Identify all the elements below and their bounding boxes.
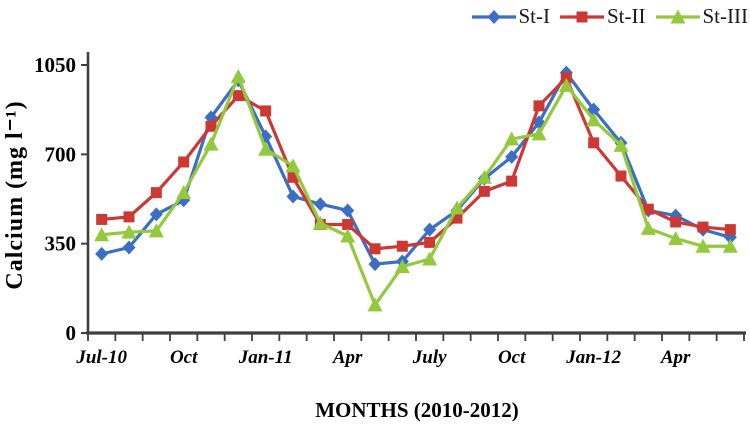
St-III-point bbox=[695, 238, 711, 253]
st-ii-square-marker-icon bbox=[559, 7, 605, 27]
x-tick-label: Oct bbox=[170, 347, 198, 368]
St-III-point bbox=[558, 77, 574, 92]
x-tick-label: Apr bbox=[660, 347, 691, 368]
St-I-point bbox=[149, 207, 163, 222]
St-II-point bbox=[232, 90, 244, 102]
St-I-point bbox=[587, 102, 601, 117]
St-III-point bbox=[258, 141, 274, 156]
x-tick-label: Jan-11 bbox=[238, 347, 293, 368]
St-II-point bbox=[478, 185, 490, 197]
x-tick-label: Apr bbox=[332, 347, 363, 368]
x-tick-label: Jan-12 bbox=[565, 347, 621, 368]
St-I-point bbox=[286, 189, 300, 204]
St-I-point bbox=[368, 257, 382, 272]
St-III-point bbox=[203, 136, 219, 151]
St-II-point bbox=[150, 187, 162, 199]
St-II-point bbox=[260, 105, 272, 117]
St-III-point bbox=[230, 68, 246, 83]
St-III-point bbox=[613, 137, 629, 152]
St-II-point bbox=[533, 100, 545, 112]
St-I-point bbox=[505, 149, 519, 164]
St-III-point bbox=[422, 251, 438, 266]
St-I-legend-marker bbox=[487, 9, 500, 24]
St-II-point bbox=[642, 203, 654, 215]
st-i-diamond-marker-icon bbox=[471, 7, 517, 27]
St-II-point bbox=[287, 171, 299, 183]
x-tick-label: July bbox=[412, 347, 447, 368]
St-II-point bbox=[615, 170, 627, 182]
legend-item-st-ii: St-II bbox=[559, 4, 646, 29]
St-I-point bbox=[423, 222, 437, 237]
St-I-point bbox=[95, 246, 109, 261]
st-iii-triangle-marker-icon bbox=[655, 7, 701, 27]
St-III-point bbox=[176, 185, 192, 200]
y-tick-label: 350 bbox=[45, 232, 77, 256]
legend-item-st-i: St-I bbox=[471, 4, 551, 29]
legend-label-st-ii: St-II bbox=[607, 4, 646, 28]
St-III-point bbox=[640, 220, 656, 235]
St-III-legend-glyph bbox=[655, 9, 700, 23]
x-axis-title: MONTHS (2010-2012) bbox=[315, 398, 519, 422]
x-axis-ticks: Jul-10 Oct Jan-11 Apr July Oct Jan-12 Apr bbox=[75, 333, 745, 368]
St-II-legend-marker bbox=[576, 11, 588, 22]
St-II-point bbox=[424, 236, 436, 248]
St-III-point bbox=[668, 231, 684, 246]
y-tick-label: 1050 bbox=[34, 53, 76, 77]
St-II-point bbox=[123, 211, 135, 223]
series-st-ii bbox=[96, 72, 736, 255]
St-II-point bbox=[96, 213, 108, 225]
legend-label-st-i: St-I bbox=[518, 4, 551, 28]
St-II-point bbox=[697, 221, 709, 233]
St-I-point bbox=[122, 240, 136, 255]
St-II-point bbox=[670, 216, 682, 228]
series-st-i bbox=[95, 65, 737, 272]
St-III-point bbox=[340, 228, 356, 243]
St-III-point bbox=[367, 297, 383, 312]
St-II-point bbox=[724, 224, 736, 236]
St-II-point bbox=[396, 240, 408, 252]
legend-item-st-iii: St-III bbox=[655, 4, 749, 29]
St-III-point bbox=[94, 227, 110, 242]
y-axis-title: Calcium (mg l⁻¹) bbox=[2, 100, 28, 290]
series-st-iii bbox=[94, 68, 738, 312]
St-III-point bbox=[531, 126, 547, 141]
St-III-point bbox=[285, 158, 301, 173]
St-III-point bbox=[504, 131, 520, 146]
St-II-point bbox=[588, 137, 600, 149]
St-II-point bbox=[178, 156, 190, 168]
St-II-point bbox=[369, 243, 381, 255]
St-II-point bbox=[342, 219, 354, 231]
St-III-point bbox=[394, 259, 410, 274]
St-III-legend-marker bbox=[670, 9, 685, 23]
y-tick-label: 0 bbox=[66, 321, 77, 345]
St-II-point bbox=[205, 120, 217, 132]
St-II-point bbox=[560, 72, 572, 84]
St-III-point bbox=[722, 238, 738, 253]
St-III-point bbox=[148, 223, 164, 238]
St-III-point bbox=[121, 224, 137, 239]
St-I-legend-glyph bbox=[471, 9, 516, 24]
St-II-point bbox=[451, 212, 463, 224]
chart-legend: St-I St-II St-III bbox=[471, 4, 749, 29]
St-II-legend-glyph bbox=[560, 11, 604, 22]
x-tick-label: Oct bbox=[498, 347, 526, 368]
St-II-point bbox=[506, 175, 518, 187]
St-I-point bbox=[341, 203, 355, 218]
St-III-point bbox=[476, 169, 492, 184]
y-tick-label: 700 bbox=[45, 142, 77, 166]
St-III-point bbox=[586, 112, 602, 127]
St-I-point bbox=[313, 197, 327, 212]
y-axis-ticks: 0 350 700 1050 bbox=[34, 53, 88, 345]
legend-label-st-iii: St-III bbox=[702, 4, 749, 28]
St-III-point bbox=[449, 200, 465, 215]
x-tick-label: Jul-10 bbox=[75, 347, 127, 368]
St-III-point bbox=[312, 215, 328, 230]
